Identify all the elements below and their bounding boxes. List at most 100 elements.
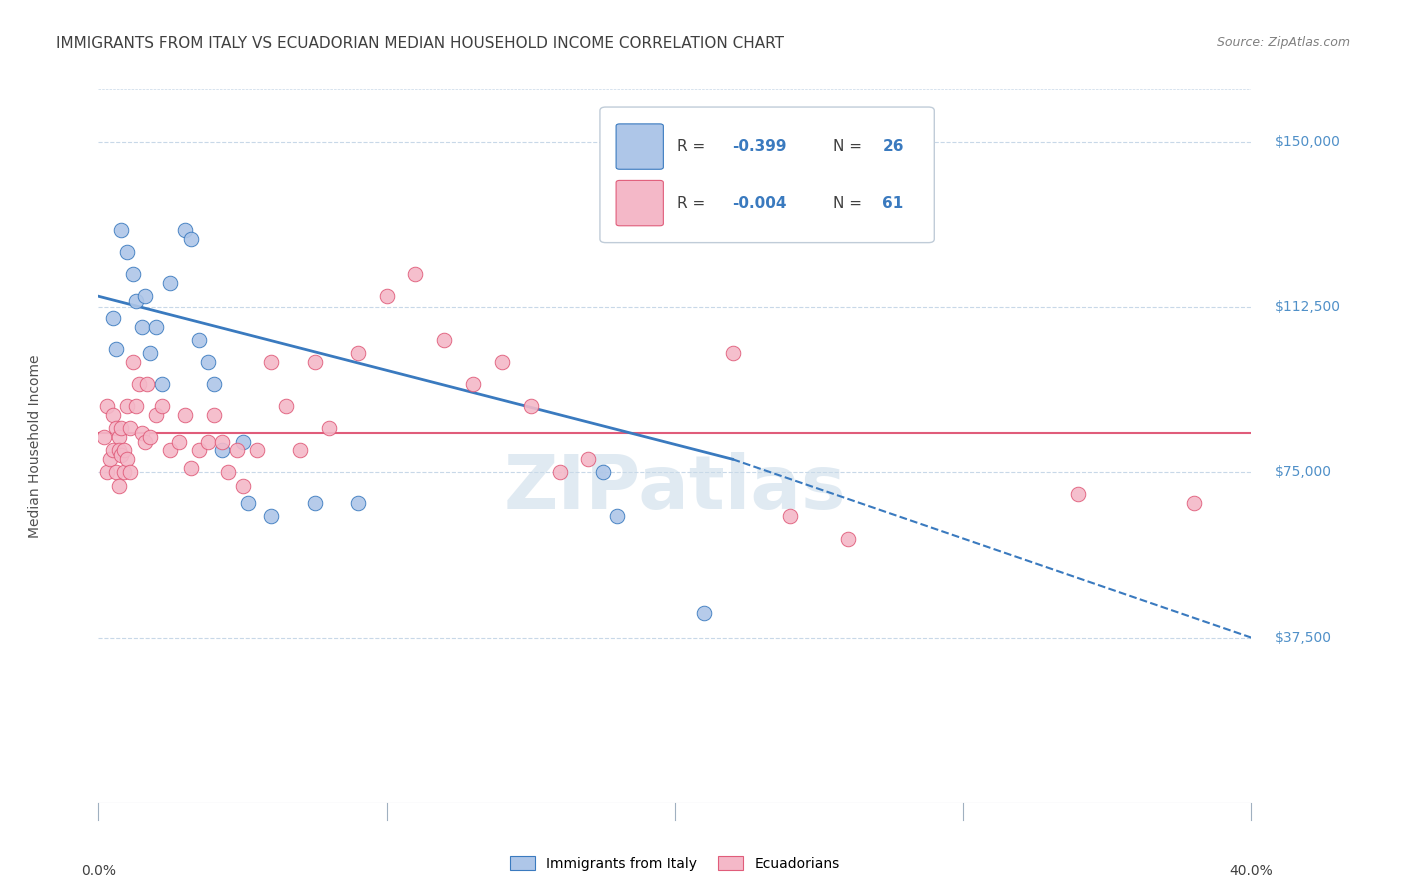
Point bbox=[318, 421, 340, 435]
Legend: Immigrants from Italy, Ecuadorians: Immigrants from Italy, Ecuadorians bbox=[503, 849, 846, 878]
Point bbox=[107, 443, 129, 458]
Point bbox=[211, 443, 233, 458]
Point bbox=[150, 377, 173, 392]
Point bbox=[104, 466, 127, 480]
Point bbox=[101, 408, 124, 422]
Point bbox=[1067, 487, 1090, 501]
Text: 61: 61 bbox=[883, 195, 904, 211]
Point bbox=[231, 434, 254, 449]
Point bbox=[225, 443, 247, 458]
Text: IMMIGRANTS FROM ITALY VS ECUADORIAN MEDIAN HOUSEHOLD INCOME CORRELATION CHART: IMMIGRANTS FROM ITALY VS ECUADORIAN MEDI… bbox=[56, 36, 785, 51]
Point bbox=[346, 496, 368, 510]
Point bbox=[491, 355, 513, 369]
Point bbox=[433, 333, 456, 347]
Point bbox=[606, 509, 628, 524]
Point bbox=[167, 434, 190, 449]
Point bbox=[346, 346, 368, 360]
Point bbox=[128, 377, 150, 392]
Point bbox=[145, 320, 167, 334]
Point bbox=[202, 408, 225, 422]
Point bbox=[139, 346, 162, 360]
Text: $112,500: $112,500 bbox=[1274, 301, 1340, 314]
Point bbox=[180, 232, 202, 246]
Point bbox=[131, 425, 153, 440]
Point bbox=[131, 320, 153, 334]
Point bbox=[98, 452, 121, 467]
Point bbox=[125, 400, 148, 414]
Point bbox=[405, 267, 427, 281]
Point bbox=[112, 443, 135, 458]
Point bbox=[1182, 496, 1205, 510]
Point bbox=[260, 355, 283, 369]
Point bbox=[112, 466, 135, 480]
Point bbox=[101, 443, 124, 458]
Point bbox=[461, 377, 484, 392]
Point bbox=[122, 355, 145, 369]
FancyBboxPatch shape bbox=[616, 180, 664, 226]
Point bbox=[693, 607, 716, 621]
Point bbox=[117, 452, 138, 467]
Point bbox=[231, 478, 254, 492]
Text: 26: 26 bbox=[883, 139, 904, 154]
Point bbox=[260, 509, 283, 524]
Point bbox=[96, 466, 118, 480]
Point bbox=[101, 311, 124, 326]
Point bbox=[150, 400, 173, 414]
Text: $37,500: $37,500 bbox=[1274, 631, 1331, 645]
Text: R =: R = bbox=[678, 139, 710, 154]
Point bbox=[211, 434, 233, 449]
Point bbox=[636, 179, 658, 194]
Point bbox=[104, 342, 127, 356]
Point bbox=[134, 434, 156, 449]
Point bbox=[664, 223, 686, 237]
Point bbox=[592, 466, 614, 480]
Point bbox=[107, 478, 129, 492]
FancyBboxPatch shape bbox=[616, 124, 664, 169]
Point bbox=[202, 377, 225, 392]
Point bbox=[117, 400, 138, 414]
Point bbox=[139, 430, 162, 444]
Point bbox=[159, 276, 181, 290]
Text: R =: R = bbox=[678, 195, 710, 211]
Text: $150,000: $150,000 bbox=[1274, 135, 1340, 149]
Point bbox=[837, 532, 859, 546]
Text: Median Household Income: Median Household Income bbox=[28, 354, 42, 538]
Point bbox=[134, 289, 156, 303]
Point bbox=[779, 509, 801, 524]
Point bbox=[117, 245, 138, 260]
Point bbox=[548, 466, 571, 480]
Point bbox=[110, 223, 132, 237]
Point bbox=[197, 355, 219, 369]
Text: ZIPatlas: ZIPatlas bbox=[503, 452, 846, 525]
Point bbox=[290, 443, 312, 458]
Text: Source: ZipAtlas.com: Source: ZipAtlas.com bbox=[1216, 36, 1350, 49]
Point bbox=[174, 223, 197, 237]
Text: -0.004: -0.004 bbox=[733, 195, 787, 211]
Point bbox=[120, 466, 142, 480]
Point bbox=[96, 400, 118, 414]
Point bbox=[246, 443, 269, 458]
Point bbox=[180, 461, 202, 475]
Text: N =: N = bbox=[832, 139, 866, 154]
Point bbox=[274, 400, 297, 414]
Point bbox=[520, 400, 543, 414]
Point bbox=[110, 421, 132, 435]
Point bbox=[136, 377, 159, 392]
Point bbox=[174, 408, 197, 422]
Text: -0.399: -0.399 bbox=[733, 139, 787, 154]
Point bbox=[238, 496, 260, 510]
Point bbox=[578, 452, 600, 467]
Text: $75,000: $75,000 bbox=[1274, 466, 1331, 479]
Point bbox=[217, 466, 239, 480]
Point bbox=[125, 293, 148, 308]
Point bbox=[721, 346, 744, 360]
FancyBboxPatch shape bbox=[600, 107, 935, 243]
Point bbox=[159, 443, 181, 458]
Point bbox=[375, 289, 398, 303]
Point bbox=[145, 408, 167, 422]
Text: 40.0%: 40.0% bbox=[1229, 864, 1274, 879]
Point bbox=[197, 434, 219, 449]
Point bbox=[104, 421, 127, 435]
Point bbox=[122, 267, 145, 281]
Point bbox=[110, 448, 132, 462]
